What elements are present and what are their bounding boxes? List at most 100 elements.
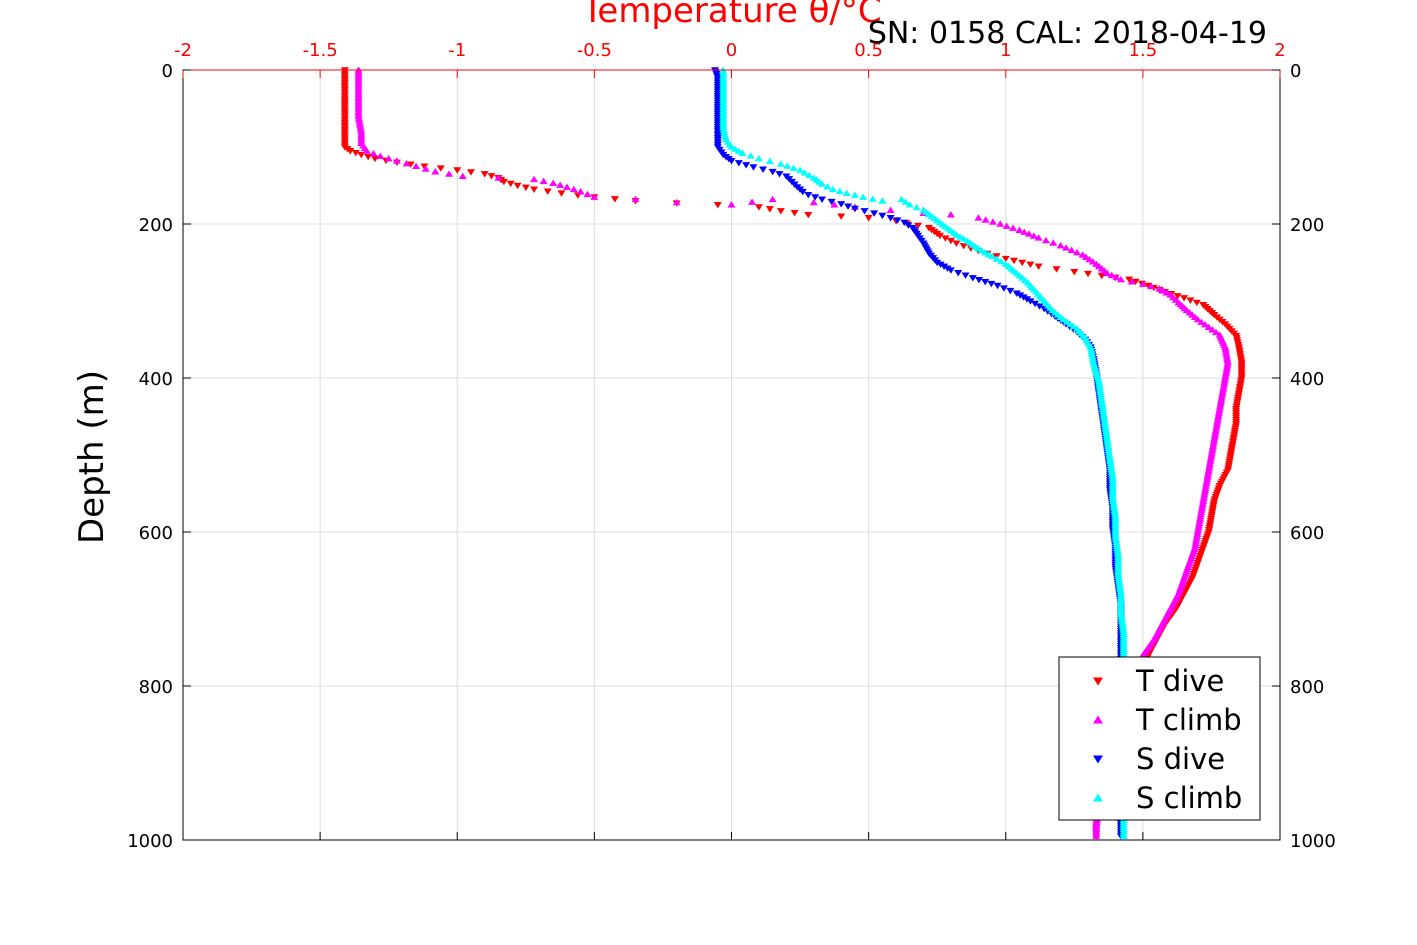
data-point: [850, 205, 859, 213]
data-point: [842, 189, 851, 196]
data-point: [804, 191, 813, 199]
data-point: [727, 201, 736, 208]
data-point: [790, 210, 799, 217]
data-point: [530, 175, 539, 183]
x-tick-label: 0: [726, 40, 737, 61]
data-point: [734, 160, 743, 167]
data-point: [775, 171, 784, 178]
data-point: [886, 215, 895, 222]
x-tick-label: -1.5: [303, 40, 338, 61]
data-point: [830, 201, 839, 208]
data-point: [583, 190, 592, 198]
data-point: [768, 168, 777, 176]
data-point: [576, 188, 585, 195]
data-point: [981, 216, 990, 223]
data-point: [1201, 321, 1210, 328]
data-point: [445, 170, 454, 177]
data-point: [936, 261, 945, 269]
data-point: [746, 152, 755, 159]
legend-items: T dive T climb S dive S climb: [1093, 664, 1242, 815]
data-point: [800, 169, 809, 176]
data-point: [912, 203, 921, 211]
legend-label: S climb: [1136, 781, 1242, 815]
data-point: [827, 198, 836, 206]
data-point: [805, 171, 814, 179]
data-point: [1026, 261, 1035, 269]
legend-label: T climb: [1135, 703, 1242, 737]
data-point: [1015, 226, 1024, 233]
data-point: [549, 179, 558, 186]
data-point: [487, 173, 496, 180]
data-point: [954, 269, 963, 277]
data-point: [1107, 271, 1116, 279]
data-point: [453, 167, 462, 174]
y-tick-label-left: 1000: [127, 831, 173, 852]
data-point: [569, 185, 578, 193]
legend-marker: [1093, 755, 1103, 764]
data-point: [727, 158, 736, 165]
data-point: [993, 282, 1002, 290]
data-point: [988, 252, 997, 260]
x-tick-label: 1: [1000, 40, 1011, 61]
data-point: [1029, 232, 1038, 239]
data-point: [804, 211, 813, 219]
data-point: [1056, 241, 1065, 249]
legend-marker: [1093, 677, 1103, 686]
data-point: [1026, 298, 1035, 305]
data-point: [362, 147, 371, 154]
data-point: [494, 174, 503, 181]
data-point: [1197, 318, 1206, 325]
data-point: [768, 195, 777, 203]
data-point: [1035, 303, 1044, 310]
data-point: [1116, 275, 1125, 283]
data-point: [466, 169, 475, 176]
data-point: [562, 183, 571, 190]
data-point: [738, 149, 747, 156]
data-point: [952, 240, 961, 247]
legend: T dive T climb S dive S climb: [1058, 656, 1261, 821]
data-point: [1023, 296, 1032, 303]
data-point: [941, 235, 950, 242]
data-point: [1127, 278, 1136, 285]
y-tick-label-right: 200: [1290, 215, 1324, 236]
data-point: [610, 196, 619, 203]
data-point: [1138, 280, 1147, 287]
data-point: [765, 206, 774, 213]
data-point: [893, 217, 902, 224]
data-point: [1020, 228, 1029, 235]
data-point: [1193, 315, 1202, 323]
data-point: [1073, 248, 1082, 256]
data-point: [346, 148, 355, 155]
legend-label: T dive: [1135, 664, 1224, 698]
data-point: [897, 195, 906, 203]
data-point: [943, 265, 952, 272]
data-point: [1009, 224, 1018, 231]
data-point: [1016, 292, 1025, 299]
data-point: [975, 277, 984, 284]
data-point: [1062, 244, 1071, 251]
data-point: [1125, 276, 1134, 284]
data-point: [1002, 222, 1011, 229]
data-point: [1025, 230, 1034, 237]
data-point: [997, 257, 1006, 265]
data-point: [376, 152, 385, 160]
data-point: [713, 201, 722, 209]
data-point: [913, 222, 922, 230]
data-point: [828, 185, 837, 193]
data-point: [798, 188, 807, 196]
data-point: [940, 263, 949, 270]
data-point: [850, 191, 859, 198]
y-tick-label-left: 200: [139, 215, 173, 236]
y-tick-label-left: 600: [139, 523, 173, 544]
data-point: [1180, 295, 1189, 302]
y-tick-label-right: 800: [1290, 677, 1324, 698]
data-point: [1034, 263, 1043, 270]
data-point: [506, 180, 515, 188]
data-point: [1192, 299, 1201, 307]
data-point: [809, 198, 818, 206]
data-point: [776, 208, 785, 215]
data-point: [765, 157, 774, 165]
data-point: [431, 168, 440, 175]
